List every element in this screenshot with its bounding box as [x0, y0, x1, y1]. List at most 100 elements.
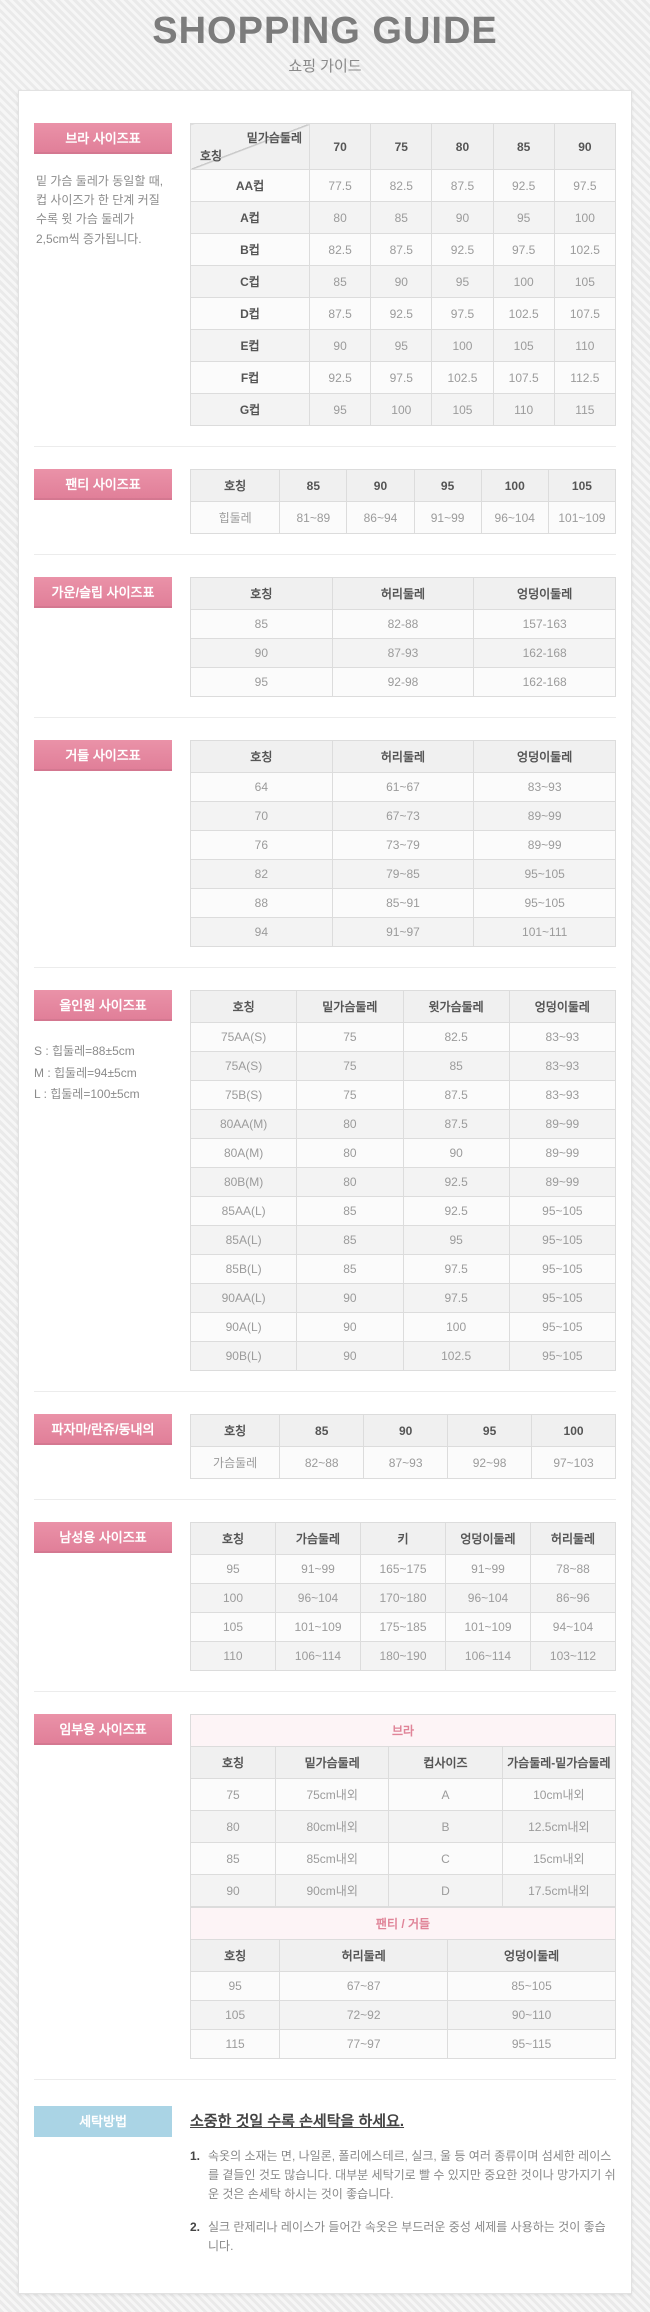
- mens-section-right-column: 호칭 가슴둘레 키 엉덩이둘레 허리둘레 95 91~99 165~175 91~99 78~88…: [190, 1522, 616, 1671]
- table-row: 110 106~114 180~190 106~114 103~112: [190, 1641, 616, 1671]
- table-cell: 180~190: [360, 1641, 446, 1671]
- girdle-section-label: 거들 사이즈표: [34, 740, 172, 771]
- column-header: 허리둘레: [331, 740, 475, 773]
- table-cell: 75: [296, 1051, 404, 1081]
- table-cell: 80: [296, 1167, 404, 1197]
- table-row: C컵 85 90 95 100 105: [190, 265, 617, 298]
- table-cell: 95~105: [508, 1341, 617, 1371]
- table-cell: B컵: [190, 233, 310, 266]
- table-cell: 95~105: [473, 888, 616, 918]
- girdle-size-table: 호칭 허리둘레 엉덩이둘레 64 61~67 83~93 70 67~73 89~99 76 73~…: [190, 740, 616, 947]
- table-header-row: 호칭 허리둘레 엉덩이둘레: [189, 1939, 616, 1972]
- page-subtitle: 쇼핑 가이드: [288, 58, 362, 75]
- column-header: 허리둘레: [279, 1939, 449, 1972]
- table-cell: 87.5: [370, 233, 433, 266]
- column-header: 가슴둘레: [275, 1522, 361, 1555]
- all-in-one-size-table: 호칭 밑가슴둘레 윗가슴둘레 엉덩이둘레 75AA(S) 75 82.5 83~93 75A(S…: [189, 990, 617, 1371]
- section-maternity-sizes: 임부용 사이즈표 브라 호칭 밑가슴둘레 컵사이즈 가슴둘레-밑가슴둘레 75 75cm내…: [34, 1692, 617, 2080]
- section-girdle-sizes: 거들 사이즈표 호칭 허리둘레 엉덩이둘레 64 61~67 83~93 70 67~73 89…: [34, 718, 616, 968]
- table-cell: 75: [296, 1022, 404, 1052]
- table-cell: 95: [308, 393, 372, 426]
- table-row: 90B(L) 90 102.5 95~105: [189, 1341, 617, 1371]
- table-cell: 100: [370, 393, 433, 426]
- table-cell: 75B(S): [189, 1080, 298, 1110]
- column-header: 90: [346, 469, 415, 502]
- column-header: 엉덩이둘레: [473, 577, 616, 610]
- washing-section-right-column: 소중한 것일 수록 손세탁을 하세요. 1. 속옷의 소재는 면, 나일론, 폴…: [190, 2106, 616, 2269]
- table-row: 82 79~85 95~105: [190, 859, 616, 889]
- maternity-bra-subheader: 브라: [190, 1714, 616, 1746]
- table-row: 80AA(M) 80 87.5 89~99: [189, 1109, 617, 1139]
- column-header: 허리둘레: [530, 1522, 616, 1555]
- table-cell: C: [388, 1842, 503, 1875]
- table-row: 75B(S) 75 87.5 83~93: [189, 1080, 617, 1110]
- table-row: 85 85cm내외 C 15cm내외: [190, 1842, 617, 1875]
- table-cell: 110: [553, 329, 617, 362]
- table-cell: 95~105: [473, 859, 616, 889]
- table-cell: 96~104: [275, 1583, 361, 1613]
- table-header-row: 호칭 허리둘레 엉덩이둘레: [190, 577, 616, 610]
- column-header: 90: [553, 123, 617, 170]
- table-cell: 94~104: [530, 1612, 616, 1642]
- table-cell: 105: [189, 2000, 281, 2030]
- column-header: 호칭: [189, 1939, 281, 1972]
- table-cell: 85: [296, 1225, 404, 1255]
- bra-section-left-column: 브라 사이즈표 밑 가슴 둘레가 동일할 때, 컵 사이즈가 한 단계 커질수록…: [34, 123, 172, 426]
- washing-item-number: 1.: [190, 2149, 201, 2163]
- mens-size-table: 호칭 가슴둘레 키 엉덩이둘레 허리둘레 95 91~99 165~175 91~99 78~88…: [190, 1522, 616, 1671]
- gown-section-left-column: 가운/슬립 사이즈표: [34, 577, 172, 697]
- washing-title: 소중한 것일 수록 손세탁을 하세요.: [190, 2113, 405, 2130]
- table-row: 94 91~97 101~111: [190, 917, 616, 947]
- diagonal-header-bottom-label: 호칭: [200, 149, 223, 163]
- table-cell: 83~93: [508, 1022, 617, 1052]
- table-row: 90AA(L) 90 97.5 95~105: [189, 1283, 617, 1313]
- table-cell: 97.5: [492, 233, 555, 266]
- bra-section-right-column: 밑가슴둘레 호칭 70 75 80 85 90 AA컵 77.5 82.5 87.5 92.5 97.5…: [190, 123, 617, 426]
- panty-section-label: 팬티 사이즈표: [34, 469, 172, 500]
- table-cell: 87.5: [308, 297, 372, 330]
- table-cell: 82~88: [279, 1446, 365, 1479]
- table-cell: 100: [431, 329, 494, 362]
- size-table: 호칭 85 90 95 100 가슴둘레 82~88 87~93 92~98 97~103: [189, 1414, 616, 1479]
- table-cell: 101~111: [473, 917, 616, 947]
- table-row: 75AA(S) 75 82.5 83~93: [189, 1022, 617, 1052]
- pajama-section-left-column: 파자마/란쥬/동내의: [34, 1414, 172, 1479]
- table-header-row: 호칭 허리둘레 엉덩이둘레: [190, 740, 616, 773]
- table-cell: 105: [492, 329, 555, 362]
- table-cell: 86~94: [346, 501, 415, 534]
- size-table: 호칭 허리둘레 엉덩이둘레 95 67~87 85~105 105 72~92 90~110 11…: [189, 1939, 616, 2059]
- table-cell: 77.5: [308, 169, 372, 202]
- table-cell: 91~99: [275, 1554, 361, 1584]
- table-row: 85B(L) 85 97.5 95~105: [189, 1254, 617, 1284]
- maternity-section-right-column: 브라 호칭 밑가슴둘레 컵사이즈 가슴둘레-밑가슴둘레 75 75cm내외 A 10cm내외 8…: [189, 1714, 617, 2059]
- table-cell: E컵: [190, 329, 310, 362]
- table-cell: 107.5: [553, 297, 617, 330]
- table-cell: 92.5: [402, 1167, 510, 1197]
- table-cell: 90AA(L): [189, 1283, 298, 1313]
- table-row: 95 92-98 162-168: [190, 667, 616, 697]
- table-cell: 95: [190, 667, 333, 697]
- table-cell: 82: [190, 859, 333, 889]
- table-cell: 91~99: [445, 1554, 531, 1584]
- table-cell: 95: [370, 329, 433, 362]
- table-cell: 89~99: [473, 830, 616, 860]
- column-header: 95: [413, 469, 482, 502]
- table-cell: 80: [296, 1109, 404, 1139]
- table-cell: 83~93: [473, 772, 616, 802]
- table-cell: 100: [190, 1583, 276, 1613]
- column-header: 키: [360, 1522, 446, 1555]
- table-cell: 15cm내외: [501, 1842, 617, 1875]
- table-cell: C컵: [190, 265, 310, 298]
- table-row: 115 77~97 95~115: [189, 2029, 616, 2059]
- table-cell: 97.5: [402, 1283, 510, 1313]
- table-cell: 162-168: [473, 667, 616, 697]
- table-cell: 102.5: [492, 297, 555, 330]
- table-cell: 75: [190, 1778, 276, 1811]
- table-cell: 100: [553, 201, 617, 234]
- panty-size-table: 호칭 85 90 95 100 105 힙둘레 81~89 86~94 91~99 96~104 10…: [189, 469, 617, 534]
- all-in-one-section-label: 올인원 사이즈표: [34, 990, 172, 1021]
- table-cell: 112.5: [553, 361, 617, 394]
- table-cell: 91~99: [413, 501, 482, 534]
- table-row: 85AA(L) 85 92.5 95~105: [189, 1196, 617, 1226]
- table-cell: 87~93: [363, 1446, 449, 1479]
